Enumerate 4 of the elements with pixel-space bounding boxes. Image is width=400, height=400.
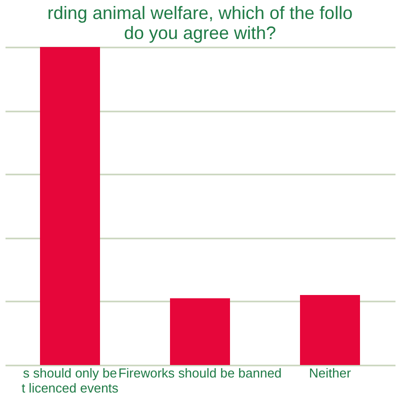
- chart-title: rding animal welfare, which of the follo do you agree with?: [47, 3, 353, 43]
- x-tick-label: Fireworks should be banned: [118, 366, 282, 380]
- x-tick-label: s should only be t licenced events: [22, 366, 119, 396]
- x-tick-label: Neither: [309, 366, 352, 380]
